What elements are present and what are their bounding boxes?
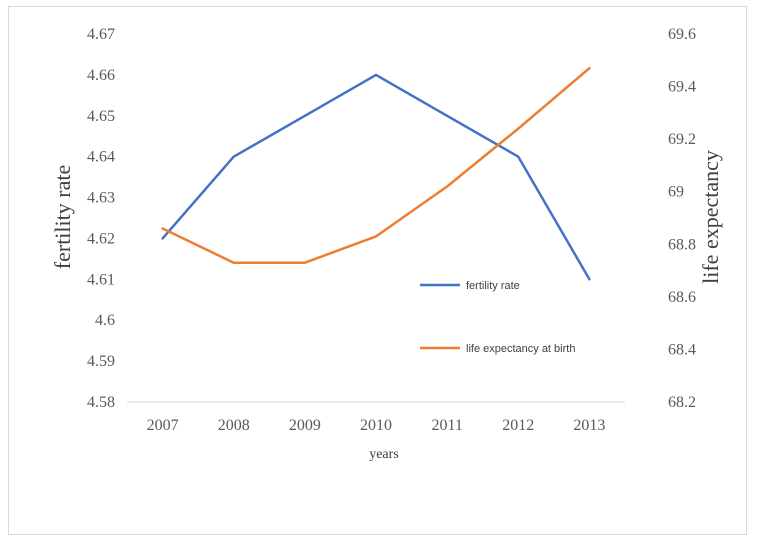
right-y-tick-label: 69.4: [668, 79, 696, 96]
left-y-axis-title: fertility rate: [50, 165, 75, 269]
right-y-tick-label: 68.6: [668, 289, 696, 306]
right-y-tick-label: 69.6: [668, 26, 696, 43]
x-tick-label: 2013: [573, 417, 605, 434]
series-line-2: [161, 66, 591, 264]
right-y-tick-label: 68.4: [668, 341, 696, 358]
left-y-tick-label: 4.58: [87, 394, 115, 411]
x-tick-label: 2009: [289, 417, 321, 434]
legend: fertility rate life expectancy at birth: [420, 280, 575, 355]
right-y-tick-label: 68.2: [668, 394, 696, 411]
x-axis-ticks: 2007 2008 2009 2010 2011 2012 2013: [147, 417, 606, 434]
left-y-tick-label: 4.67: [87, 26, 115, 43]
left-y-tick-label: 4.59: [87, 353, 115, 370]
right-y-tick-label: 68.8: [668, 236, 696, 253]
x-tick-label: 2011: [431, 417, 462, 434]
right-y-tick-label: 69.2: [668, 131, 696, 148]
series-layer: [161, 66, 591, 281]
left-y-tick-label: 4.62: [87, 230, 115, 247]
left-y-tick-label: 4.61: [87, 271, 115, 288]
left-y-tick-label: 4.66: [87, 67, 115, 84]
legend-label: fertility rate: [466, 280, 520, 292]
right-y-axis-ticks: 68.2 68.4 68.6 68.8 69 69.2 69.4 69.6: [668, 26, 696, 411]
x-tick-label: 2008: [218, 417, 250, 434]
right-y-axis-title: life expectancy: [698, 150, 723, 284]
series-line-1: [161, 73, 591, 281]
left-y-tick-label: 4.6: [95, 312, 115, 329]
x-tick-label: 2010: [360, 417, 392, 434]
left-y-axis-ticks: 4.58 4.59 4.6 4.61 4.62 4.63 4.64 4.65 4.66 4.67: [87, 26, 115, 411]
x-tick-label: 2007: [147, 417, 179, 434]
left-y-tick-label: 4.64: [87, 149, 115, 166]
right-y-tick-label: 69: [668, 184, 684, 201]
x-tick-label: 2012: [502, 417, 534, 434]
left-y-tick-label: 4.63: [87, 190, 115, 207]
left-y-tick-label: 4.65: [87, 108, 115, 125]
x-axis-title: years: [369, 447, 399, 462]
chart-frame: [8, 6, 747, 535]
legend-label: life expectancy at birth: [466, 343, 575, 355]
